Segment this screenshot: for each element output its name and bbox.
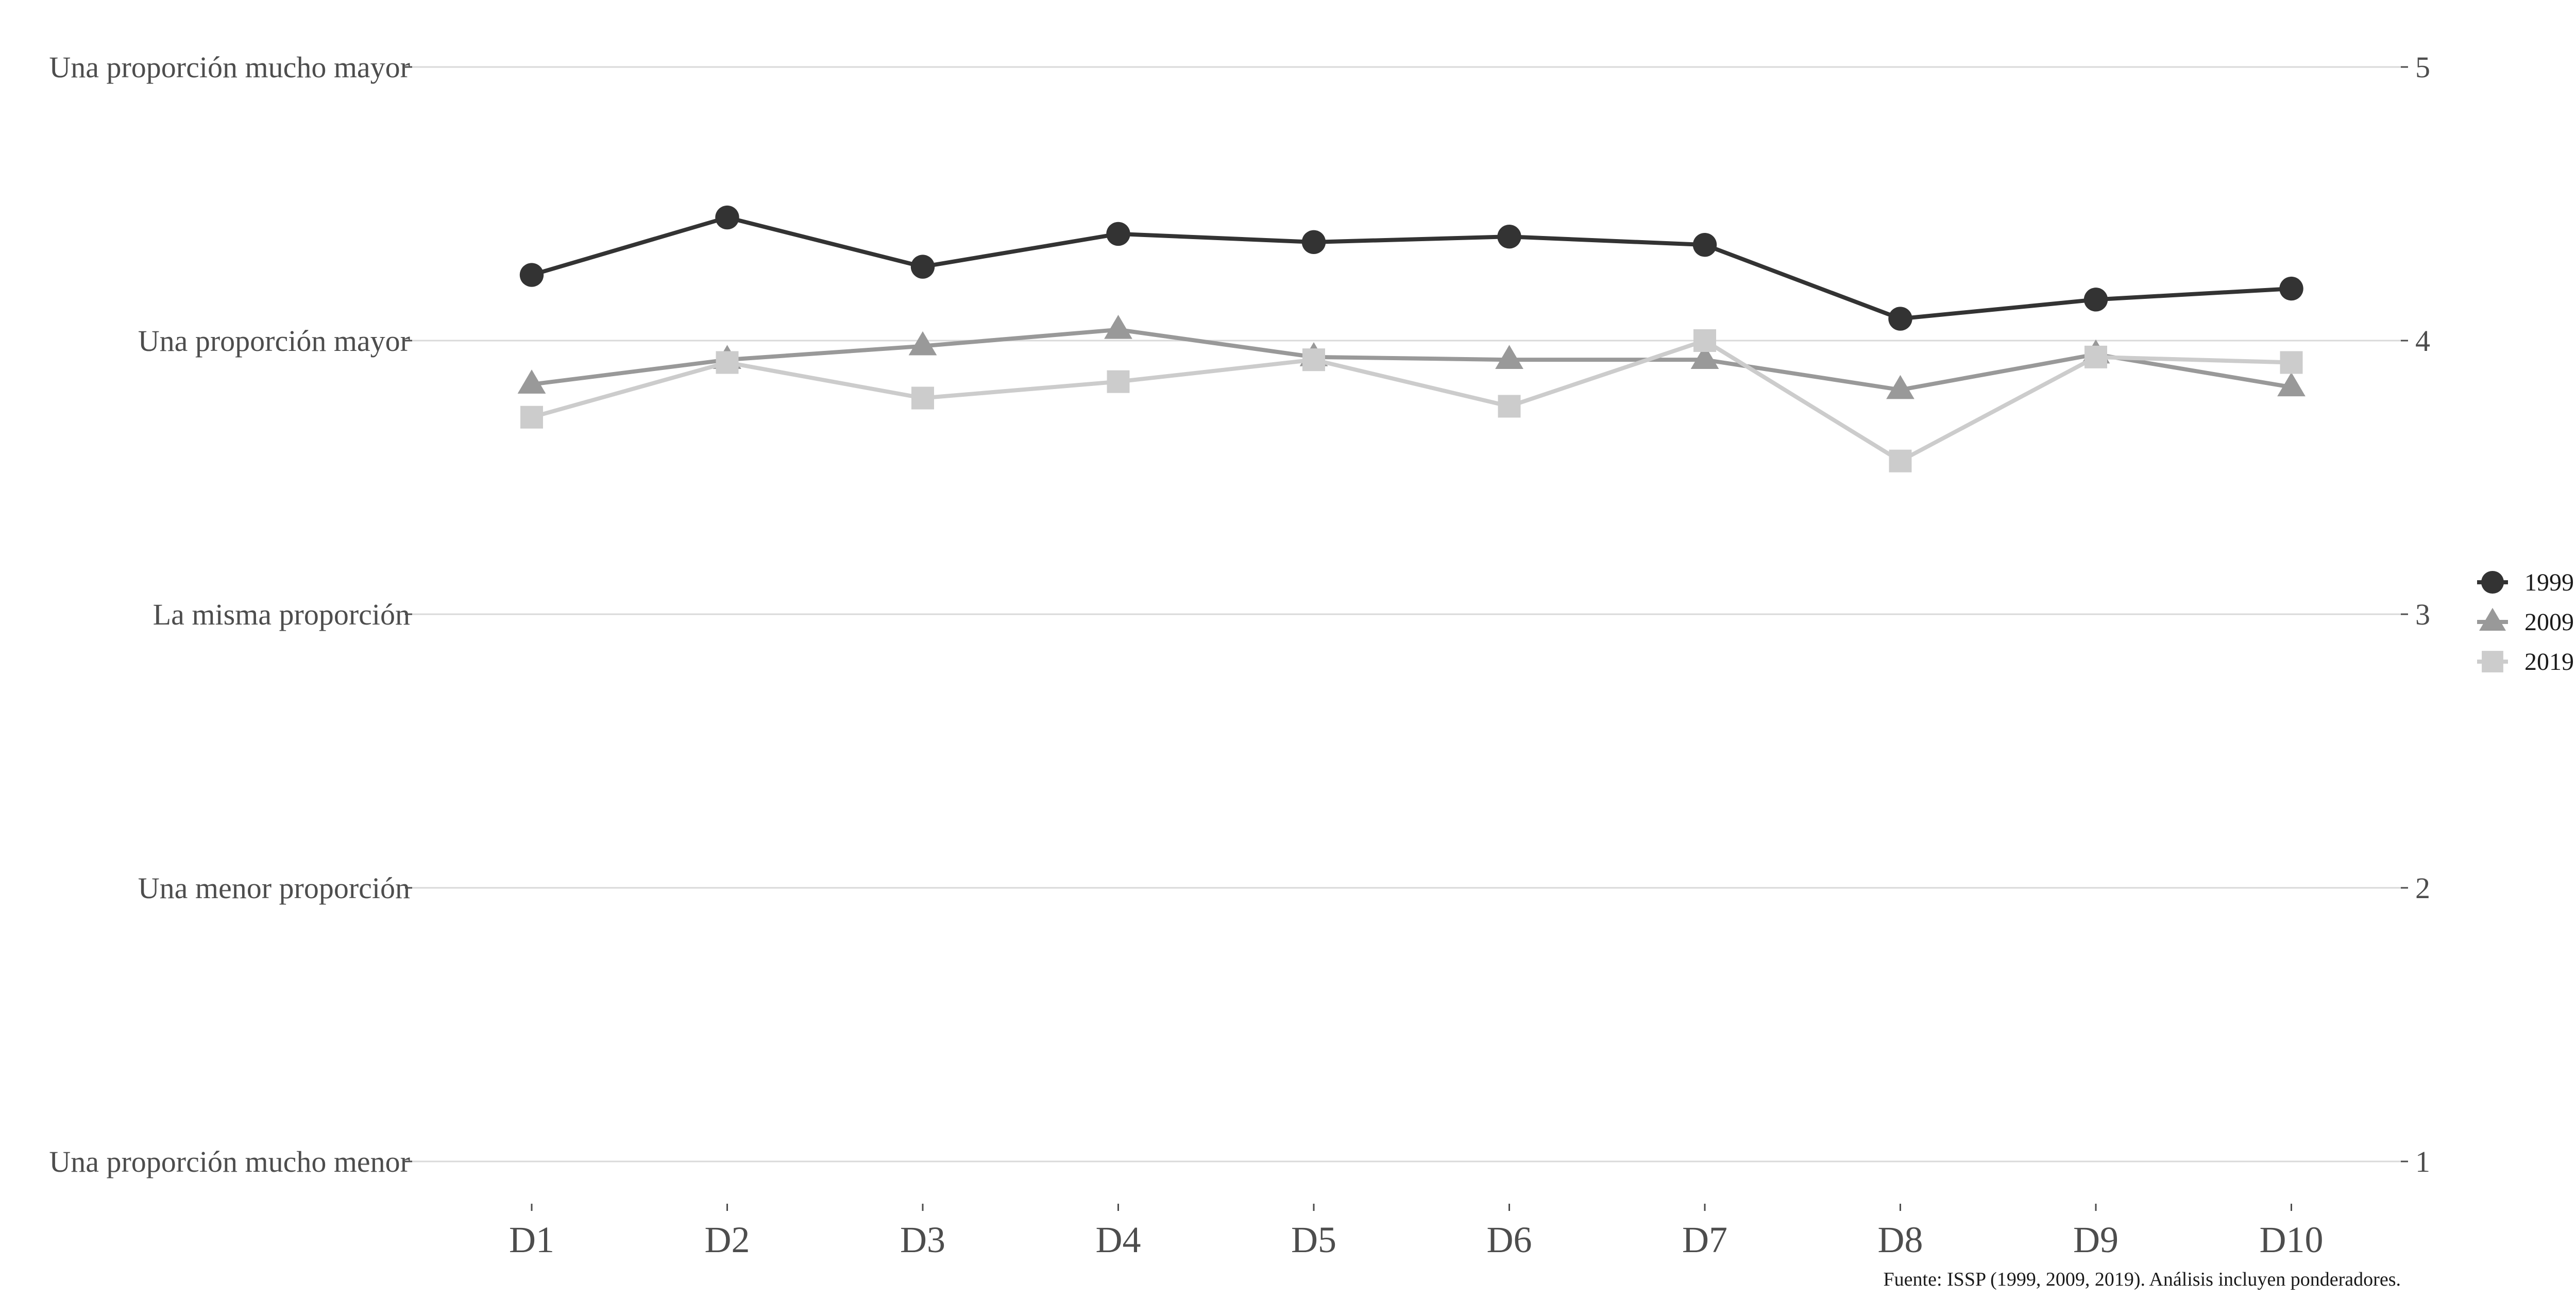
y-tick-label-left: Una proporción mayor — [138, 324, 410, 358]
data-point-2019 — [520, 406, 543, 429]
data-point-1999 — [910, 255, 935, 279]
y-tick-label-left: Una proporción mucho menor — [49, 1145, 410, 1178]
data-point-2019 — [1693, 329, 1716, 352]
gridlines — [412, 66, 2401, 1162]
x-tick-label: D10 — [2260, 1219, 2324, 1260]
x-tick-label: D3 — [900, 1219, 945, 1260]
series-1999 — [519, 205, 2303, 331]
x-tick-label: D7 — [1682, 1219, 1727, 1260]
data-point-2019 — [1889, 449, 1912, 473]
data-point-1999 — [1106, 222, 1130, 246]
y-tick-label-right: 3 — [2415, 598, 2430, 631]
y-axis-left-labels: Una proporción mucho menor Una menor prop… — [49, 50, 412, 1178]
data-point-2009 — [517, 369, 546, 394]
y-tick-label-right: 4 — [2415, 324, 2430, 358]
legend-item-1999: 1999 — [2477, 569, 2574, 596]
x-tick-label: D2 — [705, 1219, 750, 1260]
data-point-2019 — [1107, 370, 1130, 393]
data-point-2019 — [1498, 395, 1521, 418]
legend-key-marker — [2481, 570, 2504, 594]
x-tick-label: D9 — [2073, 1219, 2119, 1260]
data-point-2009 — [1690, 345, 1719, 369]
x-axis-labels: D1 D2 D3 D4 D5 D6 D7 D8 D9 D10 — [509, 1204, 2324, 1260]
data-point-1999 — [2279, 276, 2303, 301]
data-point-2019 — [2280, 351, 2303, 374]
x-tick-label: D4 — [1096, 1219, 1141, 1260]
data-point-2019 — [911, 386, 934, 410]
data-point-1999 — [519, 263, 544, 287]
series-line-2009 — [531, 327, 2292, 392]
legend: 1999 2009 2019 — [2477, 569, 2574, 676]
data-point-2019 — [716, 351, 739, 374]
legend-key-marker — [2479, 608, 2506, 631]
data-point-1999 — [1497, 225, 1521, 249]
data-point-2009 — [1886, 375, 1914, 399]
y-tick-label-right: 1 — [2415, 1145, 2430, 1178]
legend-label: 1999 — [2524, 569, 2574, 596]
legend-item-2019: 2019 — [2477, 648, 2574, 676]
data-point-1999 — [2083, 288, 2108, 312]
series-lines — [517, 205, 2306, 473]
series-line-2019 — [531, 339, 2292, 463]
series-2019 — [520, 329, 2303, 473]
data-point-2009 — [2277, 372, 2306, 397]
source-caption: Fuente: ISSP (1999, 2009, 2019). Análisi… — [1884, 1269, 2401, 1290]
series-line-1999 — [531, 215, 2292, 321]
x-tick-label: D8 — [1878, 1219, 1923, 1260]
data-point-2009 — [908, 331, 937, 356]
data-point-2009 — [1104, 314, 1132, 339]
y-tick-label-left: Una proporción mucho mayor — [49, 50, 410, 84]
y-tick-label-left: La misma proporción — [153, 598, 410, 631]
x-tick-label: D5 — [1291, 1219, 1336, 1260]
y-axis-right-labels: 1 2 3 4 5 — [2401, 50, 2430, 1178]
x-tick-label: D1 — [509, 1219, 554, 1260]
data-point-2019 — [2084, 345, 2107, 368]
legend-label: 2009 — [2524, 609, 2574, 636]
y-tick-label-right: 2 — [2415, 871, 2430, 905]
data-point-2009 — [1495, 345, 1523, 369]
data-point-1999 — [1888, 307, 1912, 331]
legend-label: 2019 — [2524, 648, 2574, 676]
legend-key-marker — [2482, 651, 2503, 672]
data-point-1999 — [715, 205, 739, 230]
data-point-2019 — [1302, 348, 1325, 372]
y-tick-label-right: 5 — [2415, 50, 2430, 84]
data-point-1999 — [1692, 232, 1717, 257]
legend-item-2009: 2009 — [2477, 608, 2574, 636]
data-point-1999 — [1301, 230, 1326, 255]
y-tick-label-left: Una menor proporción — [138, 871, 410, 905]
x-tick-label: D6 — [1487, 1219, 1532, 1260]
